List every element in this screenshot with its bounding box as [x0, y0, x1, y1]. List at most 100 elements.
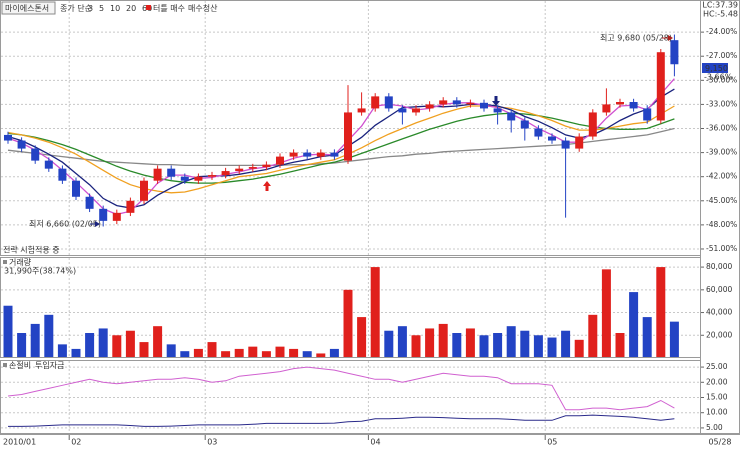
candle-body	[507, 112, 516, 121]
volume-bar	[601, 269, 611, 358]
candle-body	[629, 102, 638, 109]
volume-bar	[669, 321, 679, 358]
low-arrow-head	[95, 221, 100, 227]
volume-bar	[370, 267, 380, 358]
candle-body	[153, 168, 162, 181]
price-tick-label: -45.00%	[706, 196, 737, 205]
volume-summary: 31,990주(38.74%)	[4, 267, 76, 276]
volume-bar	[207, 342, 217, 358]
x-tick-label: 03	[207, 438, 217, 447]
candle-body	[602, 104, 611, 113]
volume-bar	[479, 335, 489, 358]
candle-body	[588, 112, 597, 137]
volume-bar	[411, 335, 421, 358]
volume-bar	[289, 348, 299, 358]
candle-body	[357, 108, 366, 113]
candle-body	[344, 112, 352, 161]
candle-body	[140, 180, 148, 201]
ma-label: 종가 단순	[60, 3, 92, 13]
x-tick-label: 04	[370, 438, 380, 447]
volume-bar	[234, 348, 244, 358]
high-annotation: 최고 9,680 (05/28)	[600, 33, 672, 43]
moving-average-line	[7, 88, 675, 209]
candle-body	[72, 180, 80, 197]
candle-body	[616, 102, 624, 105]
high-arrow-head	[668, 35, 673, 41]
signal-legend-swatch	[146, 5, 151, 10]
signal-exit-label: 매수청산	[188, 3, 218, 13]
volume-tick-label: 80,000	[706, 262, 732, 271]
volume-bar	[71, 348, 81, 358]
volume-bar	[520, 330, 530, 358]
indicator-tick-label: 20.00	[706, 377, 728, 386]
candle-body	[452, 100, 461, 105]
candle-body	[58, 168, 67, 181]
volume-bar	[44, 314, 54, 358]
candle-body	[180, 176, 189, 181]
x-tick-label: 05	[547, 438, 557, 447]
signal-buy-label: 터틀 매수	[153, 4, 185, 13]
price-tick-label: -48.00%	[706, 220, 737, 229]
volume-bar	[384, 330, 394, 358]
candle-body	[17, 140, 26, 149]
price-tick-label: -33.00%	[706, 99, 737, 108]
candle-body	[126, 200, 135, 213]
indicator-legend: 손절비 투입자금	[9, 361, 64, 370]
volume-title: 거래량	[9, 257, 32, 267]
volume-bar	[3, 305, 13, 358]
indicator-title-swatch	[3, 363, 7, 367]
candle-body	[480, 102, 488, 109]
candle-body	[670, 40, 679, 65]
price-tick-label: -51.00%	[706, 244, 737, 253]
volume-tick-label: 20,000	[706, 330, 732, 339]
volume-bar	[465, 328, 475, 358]
indicator-line	[8, 414, 675, 427]
last-change: -3.66%	[704, 73, 733, 82]
legend-entry: 20	[126, 4, 136, 13]
candle-body	[99, 208, 108, 221]
volume-bar	[574, 339, 584, 358]
candle-body	[221, 171, 230, 176]
hc-label: HC:-5.48	[703, 10, 738, 19]
indicator-tick-label: 25.00	[706, 362, 728, 371]
volume-bar	[493, 333, 503, 358]
volume-tick-label: 60,000	[706, 285, 732, 294]
volume-bar	[452, 333, 462, 358]
volume-bar	[180, 351, 190, 358]
price-tick-label: -27.00%	[706, 51, 737, 60]
volume-bar	[17, 333, 27, 358]
volume-bar	[166, 344, 176, 358]
candle-body	[208, 175, 216, 177]
candle-body	[330, 152, 339, 157]
indicator-line	[7, 366, 675, 411]
volume-bar	[112, 335, 122, 358]
volume-bar	[438, 323, 448, 358]
candle-body	[262, 164, 271, 168]
indicator-tick-label: 10.00	[706, 408, 728, 417]
candle-body	[384, 96, 393, 109]
volume-bar	[193, 348, 203, 358]
indicator-tick-label: 5.00	[706, 423, 723, 432]
candle-body	[194, 176, 203, 181]
chart-title: 마이에스톤서	[5, 3, 49, 13]
volume-bar	[561, 330, 571, 358]
candle-body	[548, 136, 556, 141]
legend-entry: 10	[110, 4, 120, 13]
lc-label: LC:37.39	[702, 1, 738, 10]
price-tick-label: -39.00%	[706, 148, 737, 157]
moving-average-line	[7, 105, 675, 194]
volume-bar	[629, 292, 639, 358]
volume-bar	[425, 328, 435, 358]
candle-body	[303, 152, 312, 157]
volume-bar	[153, 326, 163, 358]
candle-body	[493, 108, 502, 113]
volume-bar	[85, 333, 95, 358]
candle-body	[289, 152, 298, 157]
volume-bar	[139, 342, 149, 358]
volume-bar	[221, 351, 231, 358]
legend-entry: 3	[88, 4, 93, 13]
volume-bar	[329, 348, 339, 358]
candle-body	[534, 128, 543, 137]
last-price-box	[702, 63, 728, 73]
